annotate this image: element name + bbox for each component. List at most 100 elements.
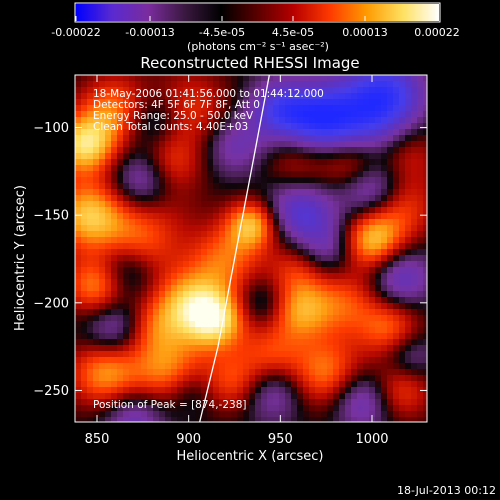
heatmap-cell [285,273,292,280]
heatmap-cell [399,267,406,274]
heatmap-cell [225,417,232,422]
heatmap-cell [99,129,106,136]
heatmap-cell [417,213,424,220]
heatmap-cell [303,333,310,340]
heatmap-cell [369,225,376,232]
heatmap-cell [201,129,208,136]
heatmap-cell [135,369,142,376]
heatmap-cell [87,363,94,370]
heatmap-cell [93,159,100,166]
heatmap-cell [339,321,346,328]
heatmap-cell [87,333,94,340]
heatmap-cell [249,123,256,130]
heatmap-cell [303,375,310,382]
heatmap-cell [291,237,298,244]
heatmap-cell [171,321,178,328]
heatmap-cell [225,195,232,202]
heatmap-cell [231,159,238,166]
heatmap-cell [99,381,106,388]
heatmap-cell [99,153,106,160]
heatmap-cell [339,411,346,418]
heatmap-cell [147,153,154,160]
heatmap-cell [189,327,196,334]
heatmap-cell [363,273,370,280]
heatmap-cell [369,159,376,166]
heatmap-cell [381,255,388,262]
heatmap-cell [189,147,196,154]
heatmap-cell [303,405,310,412]
heatmap-cell [279,357,286,364]
heatmap-cell [423,225,427,232]
heatmap-cell [75,321,82,328]
heatmap-cell [369,219,376,226]
heatmap-cell [195,333,202,340]
heatmap-cell [333,357,340,364]
heatmap-cell [243,189,250,196]
heatmap-cell [333,285,340,292]
heatmap-cell [219,417,226,422]
heatmap-cell [345,345,352,352]
heatmap-cell [393,273,400,280]
heatmap-cell [387,219,394,226]
heatmap-cell [369,189,376,196]
heatmap-cell [207,237,214,244]
heatmap-cell [381,93,388,100]
heatmap-cell [111,411,118,418]
heatmap-cell [393,189,400,196]
heatmap-cell [213,141,220,148]
heatmap-cell [237,291,244,298]
heatmap-cell [363,249,370,256]
heatmap-cell [387,381,394,388]
heatmap-cell [147,297,154,304]
heatmap-cell [129,345,136,352]
heatmap-cell [177,153,184,160]
heatmap-cell [267,201,274,208]
heatmap-cell [129,339,136,346]
heatmap-cell [177,99,184,106]
heatmap-cell [123,183,130,190]
heatmap-cell [309,165,316,172]
heatmap-cell [357,309,364,316]
heatmap-cell [177,183,184,190]
heatmap-cell [255,135,262,142]
heatmap-cell [423,117,427,124]
heatmap-cell [147,387,154,394]
heatmap-cell [363,315,370,322]
heatmap-cell [159,351,166,358]
heatmap-cell [351,303,358,310]
heatmap-cell [243,237,250,244]
heatmap-cell [351,123,358,130]
heatmap-cell [291,117,298,124]
heatmap-cell [183,393,190,400]
heatmap-cell [411,207,418,214]
heatmap-cell [147,309,154,316]
heatmap-cell [195,99,202,106]
heatmap-cell [375,387,382,394]
heatmap-cell [315,405,322,412]
heatmap-cell [351,171,358,178]
heatmap-cell [321,159,328,166]
heatmap-cell [297,93,304,100]
heatmap-cell [255,75,262,82]
heatmap-cell [189,159,196,166]
heatmap-cell [303,411,310,418]
heatmap-cell [381,153,388,160]
heatmap-cell [81,267,88,274]
heatmap-cell [81,405,88,412]
heatmap-cell [231,405,238,412]
plot-area: 850 900 950 1000 −100−150−200−250 18-May-20… [33,74,428,447]
heatmap-cell [105,363,112,370]
heatmap-cell [339,183,346,190]
heatmap-cell [375,99,382,106]
heatmap-cell [381,279,388,286]
heatmap-cell [135,117,142,124]
heatmap-cell [213,237,220,244]
heatmap-cell [219,375,226,382]
heatmap-cell [411,129,418,136]
heatmap-cell [411,177,418,184]
heatmap-cell [195,201,202,208]
heatmap-cell [291,297,298,304]
heatmap-cell [297,339,304,346]
heatmap-cell [279,111,286,118]
heatmap-cell [399,189,406,196]
